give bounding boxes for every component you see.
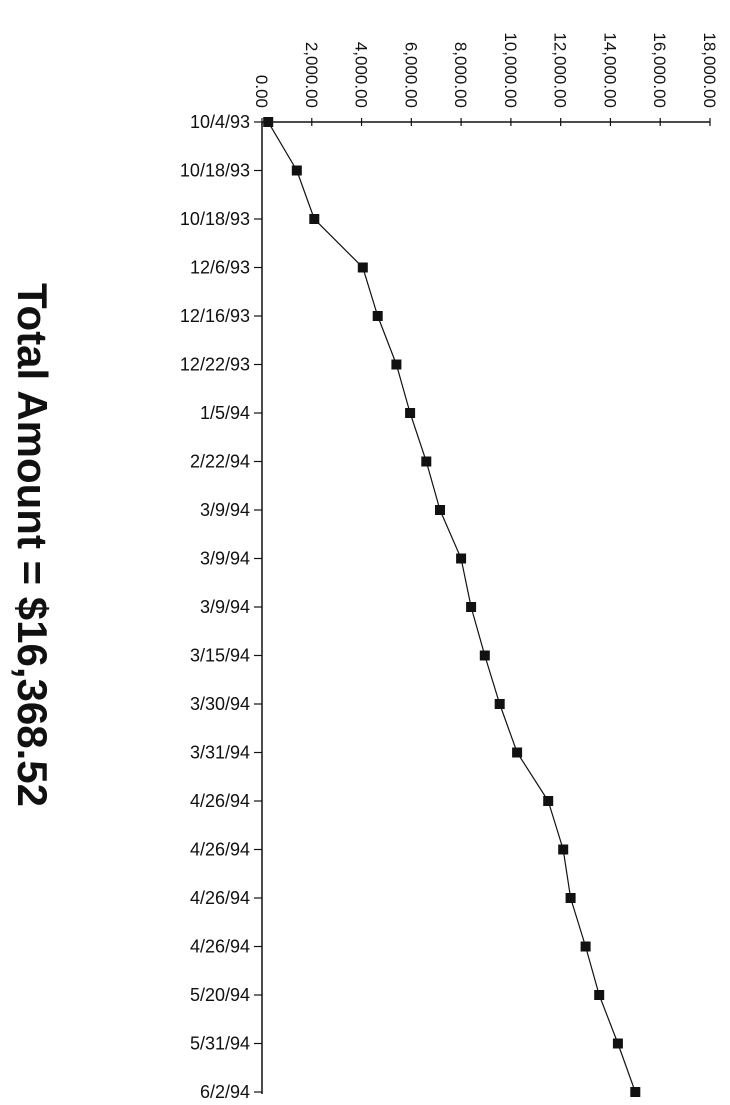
value-tick-label: 18,000.00: [700, 32, 719, 108]
category-tick-label: 6/2/94: [200, 1082, 250, 1102]
chart-tick-labels: 0.00 2,000.00 4,000.00 6,000.00 8,000.00 10,0…: [180, 32, 719, 1102]
value-tick-label: 16,000.00: [650, 32, 669, 108]
data-point-marker: [466, 602, 477, 612]
series-line: [267, 121, 636, 1093]
data-point-marker: [291, 165, 302, 176]
category-tick-label: 3/9/94: [200, 597, 250, 617]
data-point-marker: [456, 553, 467, 564]
data-point-marker: [263, 117, 274, 127]
data-point-marker: [372, 311, 383, 321]
category-tick-label: 4/26/94: [190, 840, 250, 860]
value-tick-label: 0.00: [252, 75, 271, 108]
category-tick-label: 5/20/94: [190, 985, 250, 1005]
category-tick-label: 4/26/94: [190, 888, 250, 908]
data-point-marker: [580, 941, 591, 952]
value-tick-label: 12,000.00: [551, 32, 570, 108]
category-tick-label: 1/5/94: [200, 403, 250, 423]
data-point-marker: [630, 1087, 641, 1097]
category-tick-label: 4/26/94: [190, 791, 250, 811]
value-tick-label: 4,000.00: [352, 42, 371, 108]
category-tick-label: 12/16/93: [180, 306, 250, 326]
data-point-marker: [558, 844, 569, 855]
data-point-marker: [543, 796, 554, 806]
category-tick-label: 4/26/94: [190, 937, 250, 957]
category-tick-label: 12/22/93: [180, 355, 250, 375]
value-tick-label: 2,000.00: [302, 42, 321, 108]
chart-series: [263, 117, 641, 1097]
category-tick-label: 3/15/94: [190, 646, 250, 666]
data-point-marker: [479, 650, 490, 661]
value-tick-label: 8,000.00: [451, 42, 470, 108]
category-tick-label: 5/31/94: [190, 1034, 250, 1054]
data-point-marker: [565, 893, 576, 903]
category-tick-label: 2/22/94: [190, 452, 250, 472]
data-point-marker: [405, 408, 416, 418]
value-tick-label: 6,000.00: [401, 42, 420, 108]
data-point-marker: [357, 262, 368, 273]
category-tick-label: 3/9/94: [200, 500, 250, 520]
data-point-marker: [612, 1038, 623, 1049]
value-tick-label: 10,000.00: [501, 32, 520, 108]
data-point-marker: [391, 359, 402, 370]
category-tick-label: 10/18/93: [180, 209, 250, 229]
data-point-marker: [435, 505, 445, 515]
data-point-marker: [512, 747, 523, 758]
category-tick-label: 3/9/94: [200, 549, 250, 569]
data-point-marker: [494, 699, 505, 709]
chart-axes: [254, 118, 711, 1094]
category-tick-label: 3/30/94: [190, 694, 250, 714]
category-tick-label: 3/31/94: [190, 743, 250, 763]
category-tick-label: 10/4/93: [190, 112, 250, 132]
category-tick-label: 12/6/93: [190, 258, 250, 278]
chart-title: Total Amount = $16,368.52: [9, 283, 56, 807]
data-point-marker: [421, 456, 432, 467]
data-point-marker: [594, 990, 605, 1000]
value-tick-label: 14,000.00: [600, 32, 619, 108]
data-point-marker: [309, 214, 320, 224]
category-tick-label: 10/18/93: [180, 161, 250, 181]
